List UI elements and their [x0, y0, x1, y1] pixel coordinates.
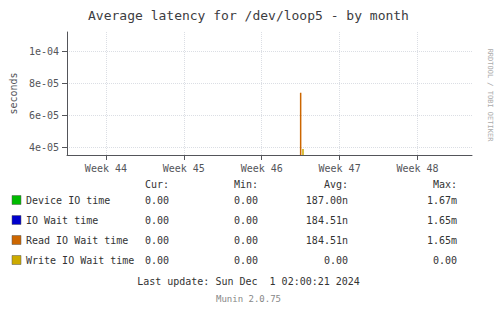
svg-text:184.51n: 184.51n: [306, 235, 348, 246]
svg-text:IO Wait time: IO Wait time: [26, 215, 98, 226]
svg-text:0.00: 0.00: [433, 255, 457, 266]
svg-text:0.00: 0.00: [145, 195, 169, 206]
svg-text:0.00: 0.00: [234, 195, 258, 206]
svg-text:0.00: 0.00: [324, 255, 348, 266]
svg-text:0.00: 0.00: [234, 255, 258, 266]
svg-text:1.67m: 1.67m: [427, 195, 457, 206]
svg-text:Week 44: Week 44: [85, 163, 127, 174]
svg-text:0.00: 0.00: [234, 215, 258, 226]
svg-text:Device IO time: Device IO time: [26, 195, 110, 206]
svg-text:1.65m: 1.65m: [427, 235, 457, 246]
svg-text:Average latency for /dev/loop5: Average latency for /dev/loop5 - by mont…: [88, 8, 409, 23]
svg-text:0.00: 0.00: [145, 235, 169, 246]
svg-text:RRDTOOL / TOBI OETIKER: RRDTOOL / TOBI OETIKER: [486, 49, 494, 143]
svg-text:1.65m: 1.65m: [427, 215, 457, 226]
svg-text:6e-05: 6e-05: [29, 110, 59, 121]
svg-text:Week 47: Week 47: [319, 163, 361, 174]
svg-text:Week 48: Week 48: [396, 163, 438, 174]
svg-text:Munin 2.0.75: Munin 2.0.75: [216, 294, 281, 304]
svg-text:Last update: Sun Dec 1 02:00:: Last update: Sun Dec 1 02:00:21 2024: [137, 276, 360, 287]
svg-text:0.00: 0.00: [234, 235, 258, 246]
svg-text:Read IO Wait time: Read IO Wait time: [26, 235, 128, 246]
svg-text:Max:: Max:: [433, 179, 457, 190]
svg-text:0.00: 0.00: [145, 215, 169, 226]
svg-text:0.00: 0.00: [145, 255, 169, 266]
svg-text:1e-04: 1e-04: [29, 46, 59, 57]
svg-text:Write IO Wait time: Write IO Wait time: [26, 255, 134, 266]
svg-text:Week 46: Week 46: [241, 163, 283, 174]
svg-text:Week 45: Week 45: [163, 163, 205, 174]
svg-text:Avg:: Avg:: [324, 179, 348, 190]
svg-text:187.00n: 187.00n: [306, 195, 348, 206]
svg-text:184.51n: 184.51n: [306, 215, 348, 226]
svg-text:8e-05: 8e-05: [29, 78, 59, 89]
svg-text:seconds: seconds: [8, 72, 19, 114]
svg-text:Cur:: Cur:: [145, 179, 169, 190]
svg-text:4e-05: 4e-05: [29, 142, 59, 153]
svg-text:Min:: Min:: [234, 179, 258, 190]
